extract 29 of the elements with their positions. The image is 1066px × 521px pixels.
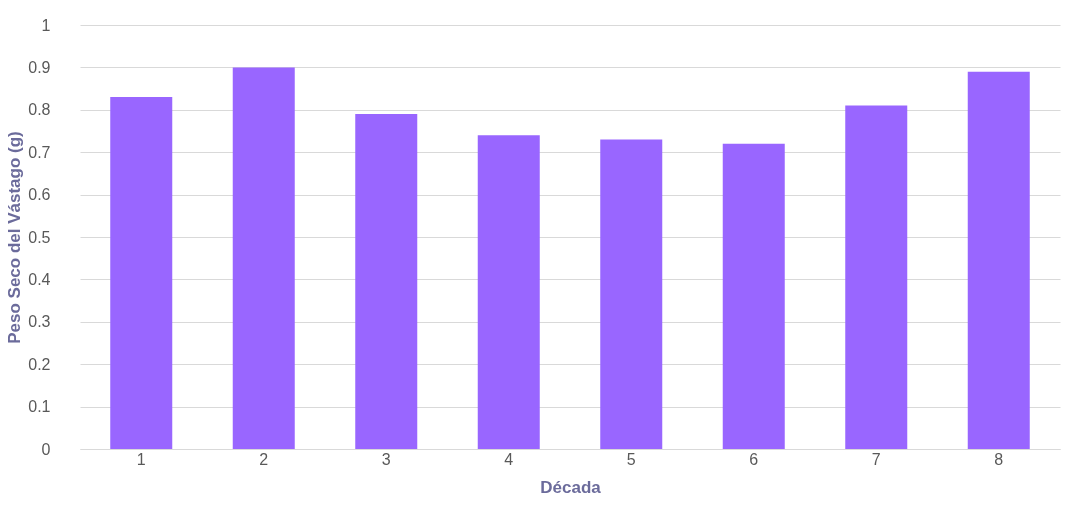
y-tick-label: 1 [41,16,51,34]
bar [232,67,295,449]
bar [355,114,418,449]
y-tick-label: 0.2 [28,355,51,373]
bar [110,97,173,449]
x-tick-label: 6 [749,450,759,468]
x-tick-label: 8 [994,450,1004,468]
x-tick-label: 1 [136,450,146,468]
y-tick-label: 0.9 [28,58,51,76]
y-tick-label: 0.7 [28,143,51,161]
y-axis-title: Peso Seco del Vástago (g) [5,131,25,344]
y-tick-label: 0.1 [28,398,51,416]
x-tick-label: 4 [504,450,514,468]
x-tick-label: 7 [871,450,881,468]
x-tick-label: 2 [259,450,269,468]
bar [477,135,540,449]
bar [967,71,1030,449]
bar [722,143,785,449]
x-tick-label: 5 [626,450,636,468]
y-tick-label: 0.5 [28,228,51,246]
y-tick-label: 0.6 [28,186,51,204]
y-tick-label: 0.3 [28,313,51,331]
bar [600,139,663,449]
x-tick-label: 3 [381,450,391,468]
y-tick-label: 0.8 [28,101,51,119]
y-tick-label: 0.4 [28,270,51,288]
bar [845,105,908,449]
x-axis-title: Década [540,477,602,497]
y-tick-label: 0 [41,440,51,458]
